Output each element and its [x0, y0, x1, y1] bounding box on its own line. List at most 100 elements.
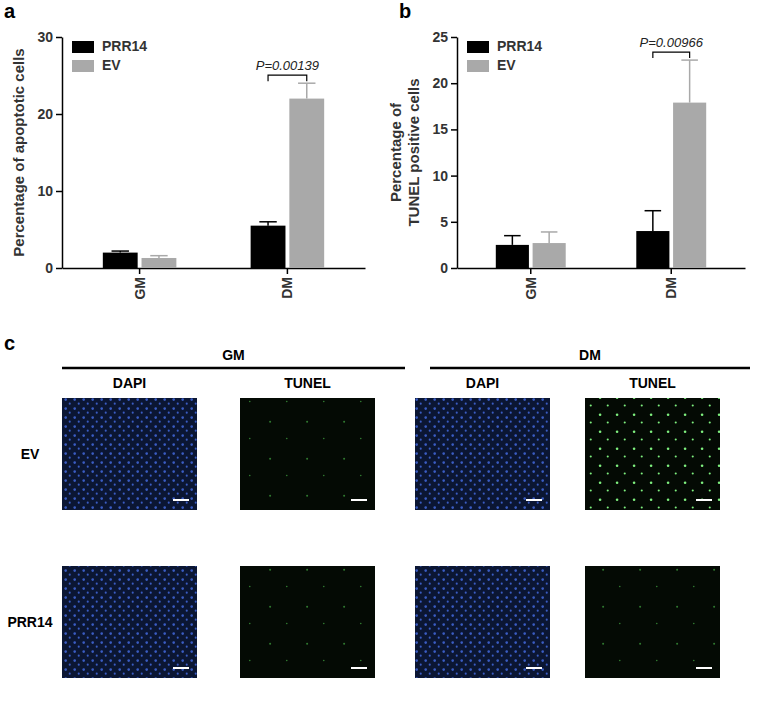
- legend-swatch: [72, 60, 94, 72]
- error-bar: [112, 251, 129, 253]
- y-tick-mark: [56, 37, 62, 39]
- panel-label: b: [399, 0, 411, 22]
- legend: PRR14 EV: [72, 38, 147, 73]
- error-bar: [541, 232, 558, 243]
- column-title: DAPI: [113, 375, 146, 391]
- scale-bar: [351, 667, 367, 669]
- micrograph: [415, 566, 550, 678]
- bar: [533, 243, 566, 268]
- y-tick-mark: [56, 268, 62, 270]
- bar-chart: a 0 10 20 30 GM DM Percentage of apoptotic cell…: [4, 0, 366, 300]
- micrograph: [62, 566, 197, 678]
- y-axis-title: TUNEL positive cells: [405, 78, 422, 226]
- y-axis-title: Percentage of: [387, 102, 404, 202]
- error-bar: [645, 211, 662, 231]
- x-tick-label: DM: [663, 277, 679, 299]
- legend-label: PRR14: [102, 38, 147, 54]
- row-title: PRR14: [7, 614, 52, 630]
- error-line: [548, 232, 550, 243]
- x-axis: GM DM: [458, 268, 746, 300]
- y-tick-mark: [56, 114, 62, 116]
- y-tick-label: 10: [432, 168, 448, 184]
- scale-bar: [526, 667, 542, 669]
- group-title: DM: [579, 347, 601, 363]
- micrograph: [62, 398, 197, 510]
- y-tick-mark: [451, 83, 457, 85]
- micrograph: [585, 566, 720, 678]
- y-tick-label: 10: [37, 183, 53, 199]
- group-title: GM: [222, 347, 245, 363]
- x-tick-label: DM: [279, 277, 295, 299]
- y-axis-line: [62, 38, 64, 269]
- scale-bar: [696, 667, 712, 669]
- group-rule: [62, 367, 405, 370]
- plot-area: [496, 60, 706, 268]
- x-tick-mark: [139, 268, 141, 274]
- error-bar: [504, 236, 521, 245]
- error-bar: [681, 60, 698, 103]
- x-tick-mark: [287, 268, 289, 274]
- y-tick: 0: [45, 260, 62, 276]
- y-tick-label: 15: [432, 121, 448, 137]
- bar: [103, 253, 138, 268]
- bar: [289, 99, 324, 268]
- error-bar: [298, 83, 315, 98]
- error-line: [512, 236, 514, 245]
- bar: [673, 103, 706, 268]
- y-tick-label: 20: [37, 106, 53, 122]
- x-tick-label: GM: [131, 277, 147, 300]
- y-axis: 0510152025: [432, 29, 457, 276]
- bar-chart: b0510152025GMDMPercentage ofTUNEL positi…: [387, 0, 746, 300]
- error-cap: [681, 59, 698, 61]
- error-cap: [259, 221, 276, 223]
- micrograph: [415, 398, 550, 510]
- y-axis-line: [457, 38, 459, 269]
- y-tick-mark: [451, 129, 457, 131]
- micrograph: [585, 398, 720, 510]
- x-tick: GM: [523, 268, 539, 300]
- column-title: TUNEL: [629, 375, 676, 391]
- x-tick: DM: [279, 268, 295, 299]
- image-panel: cGMDAPITUNELDMDAPITUNELEVPRR14: [4, 332, 750, 678]
- scale-bar: [696, 499, 712, 501]
- legend-label: EV: [497, 57, 516, 73]
- error-bar: [259, 222, 276, 226]
- bar: [142, 258, 177, 268]
- y-tick-label: 20: [432, 75, 448, 91]
- y-tick: 30: [37, 29, 62, 45]
- legend: PRR14 EV: [467, 38, 542, 73]
- panel-label: a: [4, 0, 16, 22]
- y-tick: 5: [440, 214, 457, 230]
- error-line: [306, 83, 308, 98]
- scale-bar: [173, 667, 189, 669]
- legend-label: EV: [102, 57, 121, 73]
- error-line: [689, 60, 691, 103]
- y-tick: 10: [37, 183, 62, 199]
- error-bar: [150, 256, 167, 258]
- error-cap: [504, 235, 521, 237]
- y-tick: 20: [37, 106, 62, 122]
- y-tick: 20: [432, 75, 457, 91]
- y-tick-label: 0: [440, 260, 448, 276]
- y-tick-mark: [451, 37, 457, 39]
- scale-bar: [351, 499, 367, 501]
- panel-label: c: [4, 332, 15, 354]
- column-title: DAPI: [466, 375, 499, 391]
- micrograph: [240, 398, 375, 510]
- x-tick: GM: [131, 268, 147, 300]
- micrograph: [240, 566, 375, 678]
- scale-bar: [526, 499, 542, 501]
- y-tick: 15: [432, 121, 457, 137]
- legend-item: PRR14: [467, 38, 542, 54]
- y-tick-label: 5: [440, 214, 448, 230]
- significance-bracket: [653, 52, 690, 58]
- y-tick-mark: [451, 268, 457, 270]
- x-tick-mark: [670, 268, 672, 274]
- bar: [251, 226, 286, 268]
- legend-swatch: [72, 41, 94, 53]
- bar: [636, 231, 669, 268]
- y-axis-title: Percentage of apoptotic cells: [10, 48, 27, 256]
- legend-item: PRR14: [72, 38, 147, 54]
- y-tick-label: 30: [37, 29, 53, 45]
- error-cap: [150, 255, 167, 257]
